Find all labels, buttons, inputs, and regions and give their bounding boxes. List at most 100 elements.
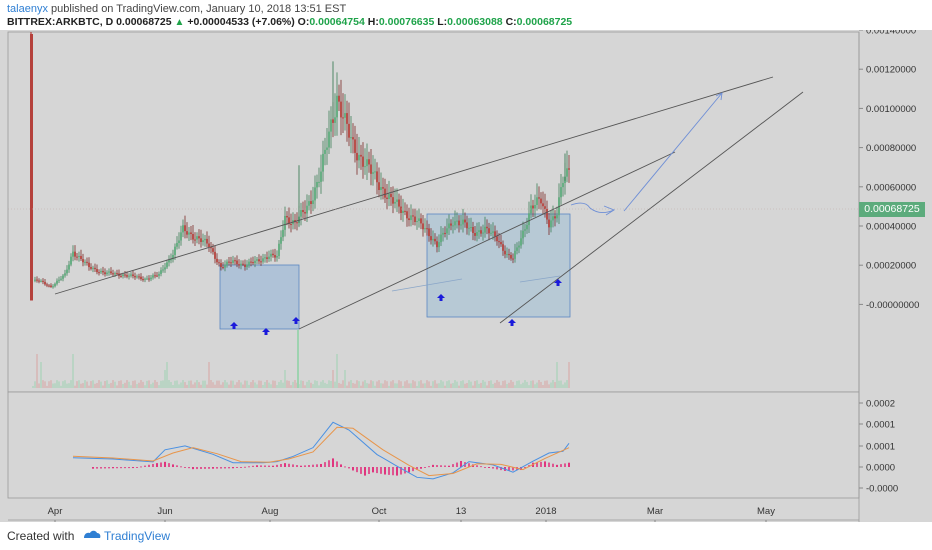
candle-body <box>526 225 528 230</box>
volume-bar <box>504 380 506 388</box>
volume-bar <box>120 380 122 388</box>
volume-bar <box>330 380 332 388</box>
candle-body <box>274 255 276 258</box>
macd-histogram-bar <box>132 467 134 469</box>
volume-bar <box>236 382 238 388</box>
volume-bar <box>38 383 40 388</box>
candle-body <box>210 247 212 249</box>
candle-body <box>444 232 446 234</box>
volume-bar <box>164 370 166 388</box>
candle-body <box>158 273 160 276</box>
candle-body <box>302 210 304 213</box>
candle-body <box>90 267 92 269</box>
macd-histogram-bar <box>248 466 250 468</box>
volume-bar <box>166 362 168 388</box>
candle-body <box>140 276 142 280</box>
candle-body <box>464 219 466 223</box>
volume-bar <box>230 380 232 388</box>
macd-histogram-bar <box>152 463 154 467</box>
volume-bar <box>488 380 490 388</box>
price-chart[interactable]: 0.00140000 0.00120000 0.00100000 0.00080000… <box>0 30 932 522</box>
candle-body <box>428 228 430 237</box>
macd-pane[interactable] <box>7 391 860 499</box>
candle-body <box>442 232 444 235</box>
volume-bar <box>402 385 404 388</box>
price-pane[interactable] <box>7 31 860 393</box>
volume-bar <box>84 380 86 388</box>
candle-body <box>112 273 114 275</box>
macd-histogram-bar <box>220 467 222 469</box>
candle-body <box>500 242 502 245</box>
candle-body <box>88 262 90 268</box>
candle-body <box>58 279 60 281</box>
low-value: 0.00063088 <box>447 16 503 28</box>
candle-body <box>508 254 510 256</box>
macd-histogram-bar <box>176 465 178 467</box>
candle-body <box>94 267 96 270</box>
candle-body <box>170 259 172 261</box>
volume-bar <box>464 383 466 388</box>
candle-body <box>182 225 184 233</box>
price-change: +0.00004533 (+7.06%) <box>187 16 295 28</box>
candle-body <box>312 200 314 205</box>
candle-body <box>388 193 390 199</box>
candlestick-series <box>30 32 570 301</box>
volume-bar <box>484 381 486 388</box>
signal-line <box>72 426 570 477</box>
volume-bar <box>98 380 100 388</box>
macd-histogram-bar <box>196 467 198 470</box>
volume-bar <box>346 385 348 388</box>
candle-body <box>424 228 426 230</box>
candle-body <box>546 208 548 220</box>
volume-bar <box>114 381 116 388</box>
macd-histogram-bar <box>520 467 522 471</box>
middle-trendline <box>298 151 676 330</box>
candle-body <box>288 217 290 225</box>
candle-body <box>552 216 554 221</box>
volume-bar <box>66 383 68 388</box>
projection-path <box>570 92 723 213</box>
volume-bar <box>234 384 236 388</box>
candle-body <box>528 213 530 226</box>
candle-body <box>316 181 318 188</box>
macd-histogram-bar <box>556 464 558 467</box>
volume-bar <box>288 380 290 388</box>
author-link[interactable]: talaenyx <box>7 3 48 15</box>
volume-bar <box>60 385 62 388</box>
candle-body <box>556 215 558 219</box>
volume-bar <box>54 383 56 388</box>
macd-histogram-bar <box>344 466 346 468</box>
candle-body <box>412 215 414 217</box>
candle-body <box>282 229 284 238</box>
volume-bar <box>510 380 512 388</box>
candle-body <box>260 261 262 263</box>
volume-bar <box>50 380 52 388</box>
volume-bar <box>532 380 534 388</box>
candle-body <box>166 262 168 268</box>
volume-bar <box>452 383 454 388</box>
candle-body <box>178 240 180 244</box>
candle-body <box>466 222 468 229</box>
volume-bar <box>336 354 338 388</box>
volume-bar <box>276 385 278 388</box>
price-tick-label: 0.00080000 <box>866 143 916 154</box>
volume-bar <box>558 380 560 388</box>
macd-histogram-bar <box>340 464 342 467</box>
volume-bar <box>340 383 342 388</box>
volume-bar <box>566 380 568 388</box>
candle-body <box>230 262 232 264</box>
macd-histogram-bar <box>208 467 210 469</box>
up-arrow-icon <box>554 279 562 286</box>
volume-bar <box>372 381 374 388</box>
volume-bar <box>202 380 204 388</box>
volume-bar <box>104 381 106 388</box>
volume-bar <box>144 385 146 388</box>
macd-histogram-bar <box>140 466 142 468</box>
tradingview-brand[interactable]: TradingView <box>104 529 171 543</box>
macd-histogram-bar <box>568 462 570 467</box>
up-arrow-icon <box>230 322 238 329</box>
candle-body <box>104 272 106 275</box>
candle-body <box>392 197 394 204</box>
volume-bar <box>146 380 148 388</box>
macd-histogram-bar <box>272 465 274 467</box>
